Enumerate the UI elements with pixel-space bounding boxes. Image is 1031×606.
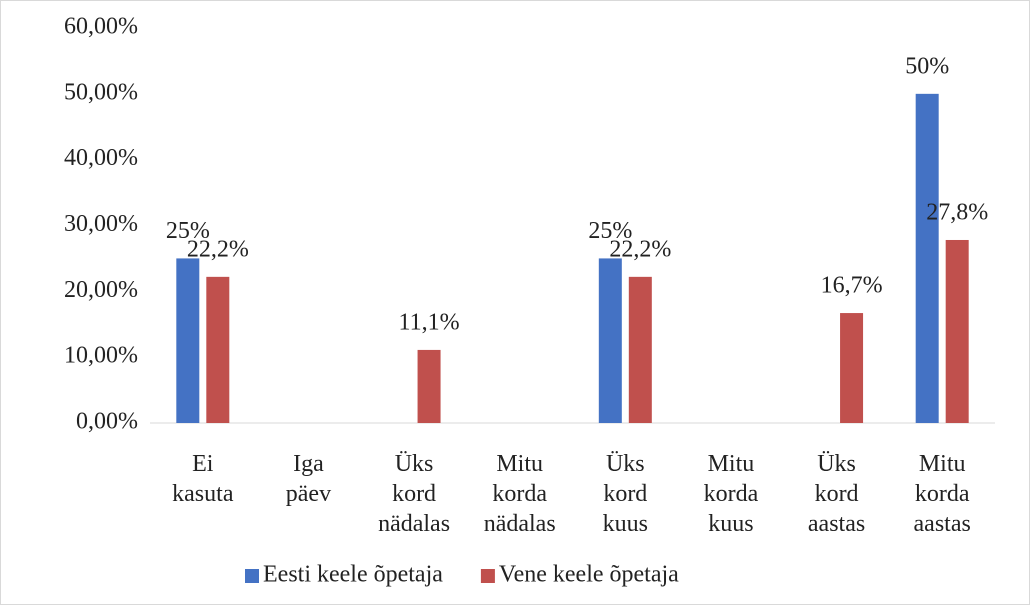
legend-swatch: [245, 569, 259, 583]
y-tick-label: 40,00%: [64, 145, 138, 171]
y-tick-label: 20,00%: [64, 277, 138, 303]
x-tick-line: Üks: [395, 451, 434, 477]
y-tick-label: 60,00%: [64, 14, 138, 40]
x-tick-label: Üks kord kuus: [603, 451, 648, 537]
x-tick-line: kasuta: [172, 481, 234, 507]
x-tick-label: Ei kasuta: [172, 451, 234, 507]
data-label: 11,1%: [399, 309, 460, 335]
y-tick-label: 50,00%: [64, 79, 138, 105]
legend-label: Eesti keele õpetaja: [263, 562, 443, 588]
bar: [176, 258, 200, 423]
y-tick-label: 30,00%: [64, 211, 138, 237]
x-tick-line: aastas: [914, 511, 971, 537]
x-tick-line: Mitu: [496, 451, 543, 477]
x-tick-label: Üks kord nädalas: [378, 451, 450, 537]
data-label: 16,7%: [821, 273, 883, 299]
x-tick-label: Üks kord aastas: [808, 451, 865, 537]
bar: [206, 276, 230, 423]
legend-swatch: [480, 569, 495, 583]
x-tick-line: Üks: [606, 451, 645, 477]
data-label: 50%: [905, 53, 949, 79]
x-tick-label: Mitu korda aastas: [914, 451, 971, 537]
x-tick-line: nädalas: [484, 511, 556, 537]
x-tick-line: kord: [815, 481, 859, 507]
legend-label: Vene keele õpetaja: [499, 562, 679, 588]
x-tick-line: kuus: [708, 511, 753, 537]
data-label: 22,2%: [609, 236, 671, 262]
x-tick-line: nädalas: [378, 511, 450, 537]
x-tick-line: kord: [603, 481, 647, 507]
x-tick-line: kuus: [603, 511, 648, 537]
data-label: 25%: [588, 218, 632, 244]
bar: [417, 349, 441, 423]
x-tick-line: korda: [915, 481, 970, 507]
x-tick-line: päev: [286, 481, 331, 507]
bar: [628, 276, 652, 423]
x-tick-line: korda: [704, 481, 759, 507]
data-label: 25%: [166, 218, 210, 244]
x-tick-line: Mitu: [708, 451, 755, 477]
x-tick-label: Mitu korda nädalas: [484, 451, 556, 537]
x-tick-line: aastas: [808, 511, 865, 537]
x-tick-label: Mitu korda kuus: [704, 451, 759, 537]
bar: [840, 313, 864, 423]
data-label: 22,2%: [187, 236, 249, 262]
data-label: 27,8%: [926, 199, 988, 225]
x-tick-label: Iga päev: [286, 451, 331, 507]
x-tick-line: Üks: [817, 451, 856, 477]
bar: [945, 239, 969, 423]
x-tick-line: korda: [492, 481, 547, 507]
y-tick-label: 10,00%: [64, 343, 138, 369]
y-tick-label: 0,00%: [76, 409, 138, 435]
x-tick-line: Mitu: [919, 451, 966, 477]
x-tick-line: Iga: [293, 451, 324, 477]
x-tick-line: Ei: [192, 451, 214, 477]
bar: [598, 258, 622, 423]
x-tick-line: kord: [392, 481, 436, 507]
bar: [915, 93, 939, 423]
